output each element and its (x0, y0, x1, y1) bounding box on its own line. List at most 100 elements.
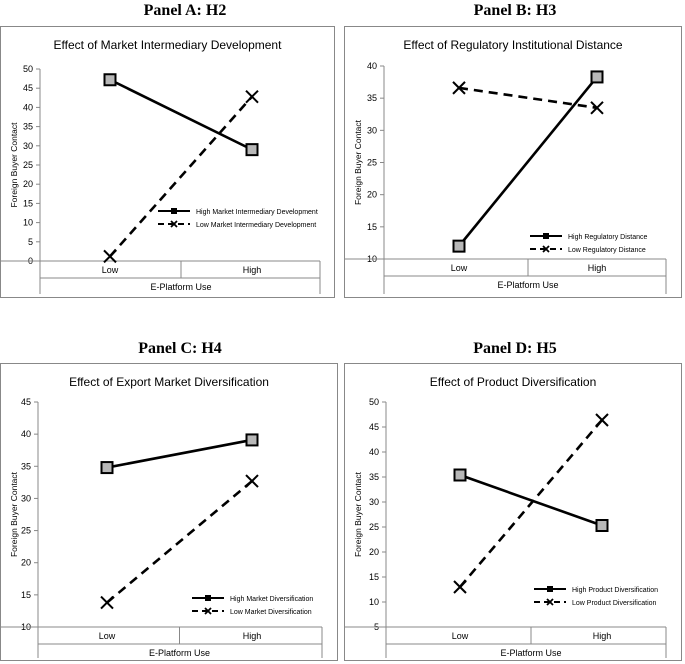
y-axis-label: Foreign Buyer Contact (9, 471, 19, 557)
series-line-low (459, 419, 603, 588)
x-tick-label: High (588, 263, 607, 273)
y-tick-label: 30 (367, 125, 377, 135)
chart-frame (344, 26, 682, 298)
data-point-high-low (452, 239, 466, 253)
legend-label: High Market Intermediary Development (196, 209, 318, 216)
legend-marker (542, 245, 550, 253)
series-line-high (459, 473, 603, 527)
y-tick-label: 15 (367, 222, 377, 232)
y-tick-label: 40 (21, 429, 31, 439)
x-axis-label: E-Platform Use (500, 648, 561, 658)
series-line-low (109, 95, 253, 258)
data-point-low-low (453, 580, 467, 594)
y-tick-label: 15 (23, 198, 33, 208)
y-tick-label: 40 (23, 102, 33, 112)
chart-frame (0, 26, 335, 298)
data-point-high-high (245, 143, 259, 157)
panel-d-heading: Panel D: H5 (473, 340, 557, 357)
legend-marker (204, 607, 212, 615)
data-point-low-high (245, 89, 259, 104)
y-tick-label: 50 (23, 64, 33, 74)
y-tick-label: 45 (369, 422, 379, 432)
data-point-low-high (245, 474, 259, 488)
y-tick-label: 45 (21, 397, 31, 407)
y-tick-label: 45 (23, 83, 33, 93)
series-line-high (457, 76, 599, 247)
data-point-high-high (595, 519, 609, 532)
y-tick-label: 10 (369, 597, 379, 607)
legend-label: High Regulatory Distance (568, 234, 647, 241)
chart-frame (344, 363, 682, 661)
series-line-high (109, 78, 253, 151)
data-point-high-low (100, 461, 114, 475)
chart-title: Effect of Product Diversification (430, 375, 597, 389)
y-tick-label: 30 (369, 497, 379, 507)
chart-frame (0, 363, 338, 661)
y-tick-label: 35 (21, 461, 31, 471)
y-tick-label: 40 (367, 61, 377, 71)
data-point-low-low (103, 249, 117, 264)
series-line-low (458, 86, 598, 110)
x-tick-label: High (243, 265, 262, 275)
series-line-low (106, 480, 253, 604)
y-axis-label: Foreign Buyer Contact (353, 119, 363, 205)
y-tick-label: 10 (23, 218, 33, 228)
x-tick-label: High (243, 631, 262, 641)
chart-title: Effect of Regulatory Institutional Dista… (403, 38, 623, 52)
x-tick-label: Low (452, 631, 469, 641)
legend-marker (547, 586, 553, 592)
y-axis-label: Foreign Buyer Contact (9, 122, 19, 208)
panel-c-heading: Panel C: H4 (138, 340, 222, 357)
legend-label: Low Regulatory Distance (568, 247, 646, 254)
y-tick-label: 35 (367, 93, 377, 103)
panel-b-heading: Panel B: H3 (473, 2, 557, 19)
x-tick-label: Low (451, 263, 468, 273)
y-tick-label: 40 (369, 447, 379, 457)
y-tick-label: 20 (23, 179, 33, 189)
legend-marker (546, 598, 554, 606)
legend-marker (205, 595, 211, 601)
chart-title: Effect of Export Market Diversification (69, 375, 269, 389)
x-tick-label: High (593, 631, 612, 641)
legend-label: High Product Diversification (572, 587, 658, 594)
legend-label: Low Product Diversification (572, 600, 657, 607)
series-line-high (106, 438, 253, 469)
data-point-low-low (452, 81, 466, 95)
y-tick-label: 20 (367, 190, 377, 200)
y-tick-label: 15 (21, 590, 31, 600)
y-tick-label: 25 (23, 160, 33, 170)
x-tick-label: Low (102, 265, 119, 275)
data-point-high-high (245, 433, 259, 447)
x-axis-label: E-Platform Use (497, 280, 558, 290)
y-tick-label: 30 (21, 493, 31, 503)
panel-a-heading: Panel A: H2 (143, 2, 227, 19)
y-tick-label: 50 (369, 397, 379, 407)
data-point-low-low (100, 595, 114, 610)
y-tick-label: 30 (23, 141, 33, 151)
data-point-high-low (453, 468, 467, 482)
y-tick-label: 15 (369, 572, 379, 582)
panel-a-chart: Effect of Market Intermediary Developmen… (0, 26, 335, 298)
data-point-low-high (590, 101, 604, 115)
panel-d-chart: Effect of Product Diversification5101520… (344, 363, 682, 661)
panel-c-chart: Effect of Export Market Diversification 1… (0, 363, 338, 661)
legend-label: Low Market Diversification (230, 609, 312, 616)
y-tick-label: 25 (367, 158, 377, 168)
data-point-high-low (103, 73, 117, 87)
data-point-low-high (595, 413, 609, 427)
y-tick-label: 25 (369, 522, 379, 532)
legend-marker (170, 220, 178, 228)
x-axis-label: E-Platform Use (149, 648, 210, 658)
y-tick-label: 25 (21, 526, 31, 536)
legend-marker (171, 208, 177, 214)
panel-b-chart: Effect of Regulatory Institutional Dista… (344, 26, 682, 298)
legend-label: High Market Diversification (230, 596, 313, 603)
y-tick-label: 35 (369, 472, 379, 482)
x-axis-label: E-Platform Use (150, 282, 211, 292)
legend-marker (543, 233, 549, 239)
y-axis-label: Foreign Buyer Contact (353, 471, 363, 557)
legend-label: Low Market Intermediary Development (196, 222, 316, 229)
y-tick-label: 5 (28, 237, 33, 247)
chart-title: Effect of Market Intermediary Developmen… (54, 38, 283, 52)
y-tick-label: 20 (369, 547, 379, 557)
